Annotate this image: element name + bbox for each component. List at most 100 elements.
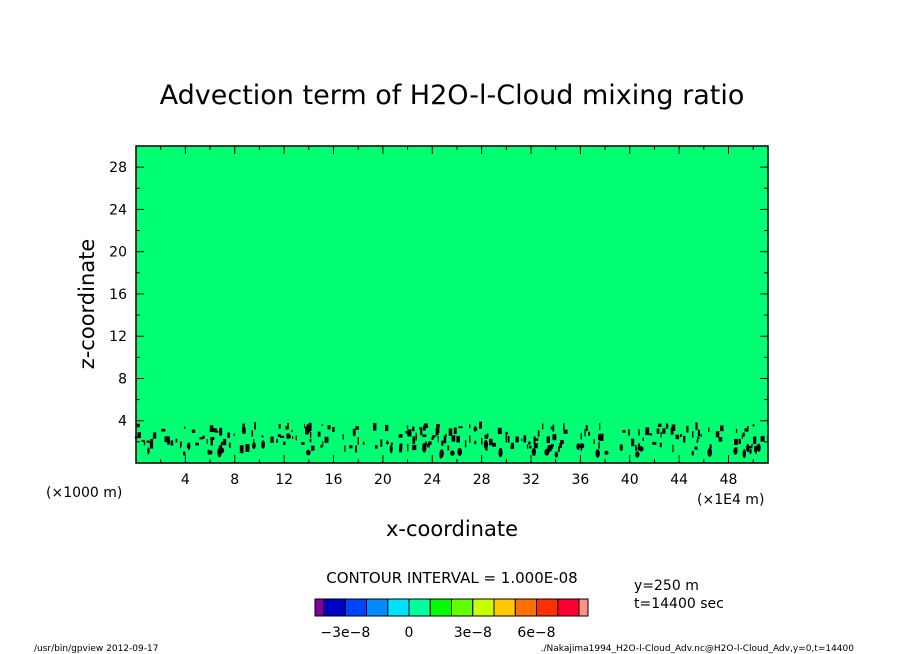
contour-mark — [344, 445, 346, 452]
contour-mark — [481, 437, 483, 445]
contour-mark — [598, 434, 600, 441]
contour-mark — [559, 443, 563, 448]
contour-mark — [527, 444, 529, 448]
x-tick-label: 28 — [473, 472, 491, 488]
contour-mark — [295, 435, 297, 441]
contour-mark — [362, 441, 365, 445]
contour-mark — [637, 442, 641, 451]
x-unit-left: (×1000 m) — [46, 485, 122, 501]
contour-mark — [645, 427, 650, 436]
contour-mark — [304, 423, 306, 429]
contour-mark — [261, 435, 264, 438]
contour-mark — [412, 426, 415, 432]
contour-mark — [474, 440, 477, 445]
contour-mark — [233, 433, 235, 436]
x-axis-label: x-coordinate — [386, 517, 518, 541]
contour-mark — [309, 431, 312, 439]
contour-mark — [552, 424, 555, 432]
contour-mark — [458, 426, 463, 429]
contour-mark — [210, 438, 213, 446]
contour-mark — [498, 447, 503, 458]
contour-lines — [134, 421, 765, 459]
colorbar-swatch — [578, 598, 589, 617]
colorbar-swatch — [323, 598, 346, 617]
contour-mark — [515, 436, 519, 443]
contour-mark — [595, 449, 600, 458]
contour-mark — [622, 430, 626, 433]
contour-mark — [195, 442, 199, 446]
contour-mark — [448, 428, 453, 436]
contour-mark — [221, 441, 225, 445]
contour-mark — [422, 425, 426, 431]
contour-mark — [436, 425, 440, 434]
contour-mark — [585, 425, 588, 431]
contour-mark — [149, 442, 154, 449]
contour-mark — [542, 423, 544, 430]
contour-mark — [456, 435, 460, 443]
contour-mark — [202, 435, 205, 439]
contour-mark — [579, 443, 585, 449]
contour-mark — [390, 442, 393, 445]
contour-mark — [277, 434, 281, 437]
x-axis: 4 8 12 16 20 24 28 32 36 40 44 48 — [160, 146, 754, 488]
x-tick-label: 12 — [275, 472, 293, 488]
contour-mark — [436, 424, 440, 427]
contour-mark — [245, 444, 250, 452]
contour-mark — [199, 437, 203, 440]
x-tick-label: 16 — [325, 472, 343, 488]
contour-mark — [749, 449, 752, 454]
contour-mark — [386, 441, 389, 444]
contour-mark — [450, 450, 455, 456]
contour-mark — [474, 426, 477, 432]
contour-mark — [692, 431, 694, 438]
contour-mark — [534, 438, 539, 441]
contour-mark — [672, 444, 674, 453]
colorbar-swatch — [429, 598, 453, 617]
contour-mark — [751, 443, 753, 446]
contour-mark — [285, 426, 289, 430]
y-tick-label: 12 — [109, 329, 127, 345]
contour-mark — [441, 440, 444, 446]
contour-mark — [550, 426, 553, 430]
contour-mark — [150, 438, 154, 443]
colorbar-swatch — [493, 598, 516, 617]
contour-mark — [619, 444, 623, 451]
contour-mark — [533, 443, 538, 449]
contour-mark — [510, 444, 515, 450]
colorbar-tick-label: −3e−8 — [320, 625, 370, 641]
contour-mark — [484, 434, 488, 439]
y-tick-label: 28 — [109, 160, 127, 176]
contour-mark — [355, 426, 359, 430]
contour-mark — [659, 442, 662, 448]
contour-mark — [521, 438, 523, 442]
contour-mark — [469, 435, 471, 443]
x-tick-label: 4 — [181, 472, 190, 488]
contour-mark — [497, 427, 502, 435]
contour-mark — [631, 438, 635, 447]
contour-mark — [697, 429, 700, 437]
colorbar-swatch — [536, 598, 559, 617]
contour-mark — [443, 435, 447, 444]
contour-mark — [170, 440, 174, 446]
contour-mark — [223, 438, 227, 446]
x-tick-label: 24 — [423, 472, 441, 488]
field-background — [136, 146, 768, 463]
colorbar-tick-label: 3e−8 — [454, 625, 492, 641]
contour-mark — [419, 427, 422, 430]
contour-mark — [696, 439, 699, 443]
contour-mark — [278, 424, 281, 429]
contour-mark — [528, 441, 531, 445]
contour-mark — [283, 441, 286, 445]
contour-mark — [752, 424, 755, 427]
contour-mark — [507, 435, 510, 443]
contour-mark — [373, 423, 377, 431]
x-tick-label: 20 — [374, 472, 392, 488]
contour-mark — [219, 427, 223, 436]
contour-mark — [428, 441, 432, 445]
contour-mark — [560, 440, 564, 444]
contour-mark — [634, 444, 637, 447]
contour-mark — [146, 440, 150, 443]
contour-mark — [412, 444, 417, 451]
contour-mark — [604, 450, 609, 455]
contour-mark — [311, 445, 315, 451]
